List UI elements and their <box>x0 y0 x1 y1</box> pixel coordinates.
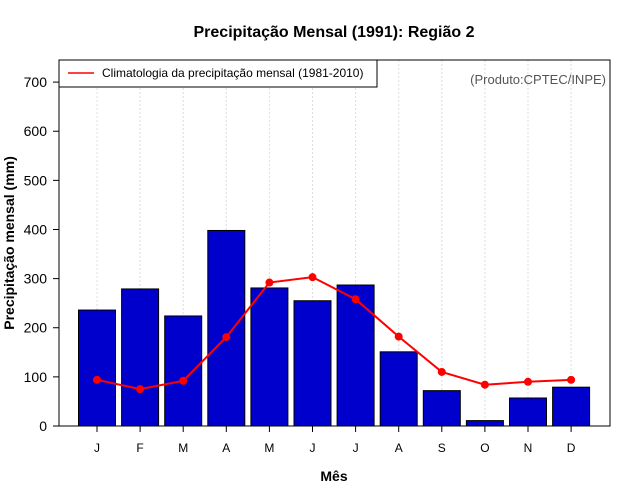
x-tick-label: A <box>395 441 403 455</box>
climatology-point <box>222 333 231 342</box>
y-axis-label: Precipitação mensal (mm) <box>1 156 17 330</box>
y-tick-label: 0 <box>39 418 47 434</box>
x-axis-label: Mês <box>320 468 347 484</box>
x-tick-label: J <box>310 441 316 455</box>
bar <box>293 300 332 427</box>
x-tick-label: M <box>264 441 274 455</box>
climatology-point <box>93 375 101 384</box>
climatology-point <box>567 375 576 384</box>
x-tick-label: F <box>136 441 143 455</box>
x-tick-label: D <box>567 441 576 455</box>
y-tick-label: 200 <box>24 320 48 336</box>
bar <box>379 351 418 427</box>
climatology-point <box>136 385 145 394</box>
bar <box>121 288 160 427</box>
x-tick-label: J <box>353 441 359 455</box>
x-tick-label: S <box>438 441 446 455</box>
climatology-point <box>437 367 446 376</box>
legend: Climatologia da precipitação mensal (198… <box>58 59 378 88</box>
source-annotation: (Produto:CPTEC/INPE) <box>470 72 606 87</box>
bar <box>78 309 116 427</box>
bar <box>250 287 289 427</box>
x-tick-label: N <box>524 441 533 455</box>
climatology-point <box>524 377 532 386</box>
x-tick-label: O <box>480 441 489 455</box>
y-tick-label: 600 <box>24 123 48 139</box>
y-tick-label: 700 <box>24 74 48 90</box>
bar <box>552 386 591 427</box>
x-tick-label: A <box>222 441 230 455</box>
climatology-point <box>480 380 489 389</box>
climatology-point <box>394 332 403 341</box>
x-tick-label: J <box>94 441 100 455</box>
bar <box>164 315 203 427</box>
climatology-line <box>96 276 572 391</box>
y-tick-label: 400 <box>24 221 48 237</box>
y-tick-label: 100 <box>24 369 48 385</box>
bar <box>336 284 375 427</box>
climatology-point <box>351 295 360 304</box>
bar <box>422 390 461 427</box>
bar <box>207 229 246 427</box>
climatology-point <box>308 273 317 282</box>
x-tick-label: M <box>178 441 188 455</box>
y-tick-label: 300 <box>24 271 48 287</box>
climatology-point <box>179 376 188 385</box>
bar <box>465 420 504 427</box>
chart-title: Precipitação Mensal (1991): Região 2 <box>194 24 475 41</box>
legend-label: Climatologia da precipitação mensal (198… <box>102 66 363 80</box>
bar <box>509 397 547 427</box>
y-tick-label: 500 <box>24 172 48 188</box>
climatology-point <box>265 278 274 287</box>
